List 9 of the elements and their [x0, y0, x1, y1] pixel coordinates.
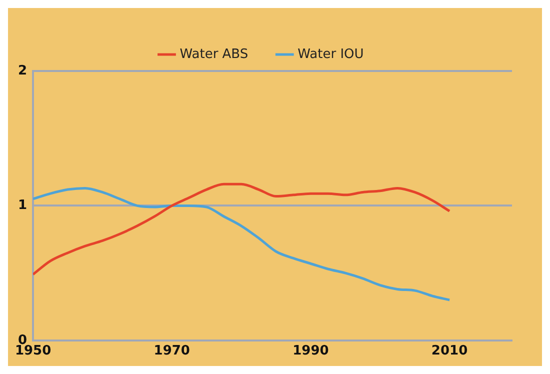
line-series [33, 186, 451, 302]
x-tick-label: 1990 [292, 344, 329, 359]
legend-label: Water ABS [180, 46, 248, 62]
y-tick-label: 2 [18, 63, 28, 78]
legend-label: Water IOU [298, 46, 364, 62]
x-tick-label: 2010 [431, 344, 468, 359]
y-tick-label: 1 [18, 198, 28, 214]
line-series [33, 182, 451, 276]
x-tick-label: 1970 [154, 344, 190, 359]
